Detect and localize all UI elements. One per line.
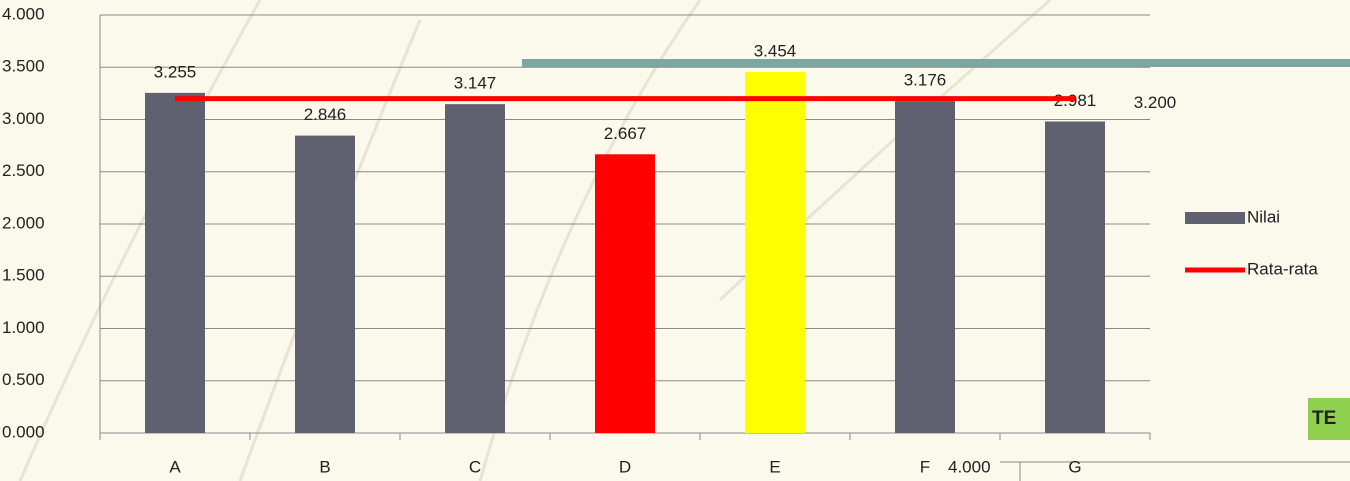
data-label: 3.176 [904, 71, 947, 90]
x-tick-label: A [169, 457, 181, 476]
legend-label: Nilai [1247, 207, 1280, 226]
x-tick-label: E [769, 457, 780, 476]
y-tick-label: 1.500 [2, 266, 45, 285]
data-label: 3.147 [454, 74, 497, 93]
tag-box [1308, 398, 1350, 440]
decor-band [522, 59, 1350, 67]
x-tick-label: B [319, 457, 330, 476]
data-label: 2.846 [304, 105, 347, 124]
bar [295, 135, 355, 433]
y-tick-label: 2.000 [2, 213, 45, 232]
data-label: 3.454 [754, 42, 797, 61]
bar [1045, 121, 1105, 433]
x-tick-label: D [619, 457, 631, 476]
y-tick-label: 3.000 [2, 109, 45, 128]
fragment-label: 4.000 [948, 457, 991, 476]
bar [145, 92, 205, 433]
x-tick-label: G [1068, 457, 1081, 476]
bar [895, 101, 955, 433]
y-tick-label: 0.000 [2, 422, 45, 441]
x-tick-label: F [920, 457, 930, 476]
data-label: 3.255 [154, 62, 197, 81]
x-tick-label: C [469, 457, 481, 476]
data-label: 2.667 [604, 124, 647, 143]
y-tick-label: 0.500 [2, 370, 45, 389]
y-tick-label: 1.000 [2, 318, 45, 337]
y-tick-label: 2.500 [2, 161, 45, 180]
bar [595, 154, 655, 433]
data-label: 3.200 [1134, 93, 1177, 112]
bar [745, 72, 805, 433]
legend-label: Rata-rata [1247, 259, 1318, 278]
y-tick-label: 4.000 [2, 4, 45, 23]
y-tick-label: 3.500 [2, 57, 45, 76]
legend-swatch [1185, 212, 1245, 224]
bar [445, 104, 505, 434]
tag-text: TE [1312, 408, 1336, 429]
